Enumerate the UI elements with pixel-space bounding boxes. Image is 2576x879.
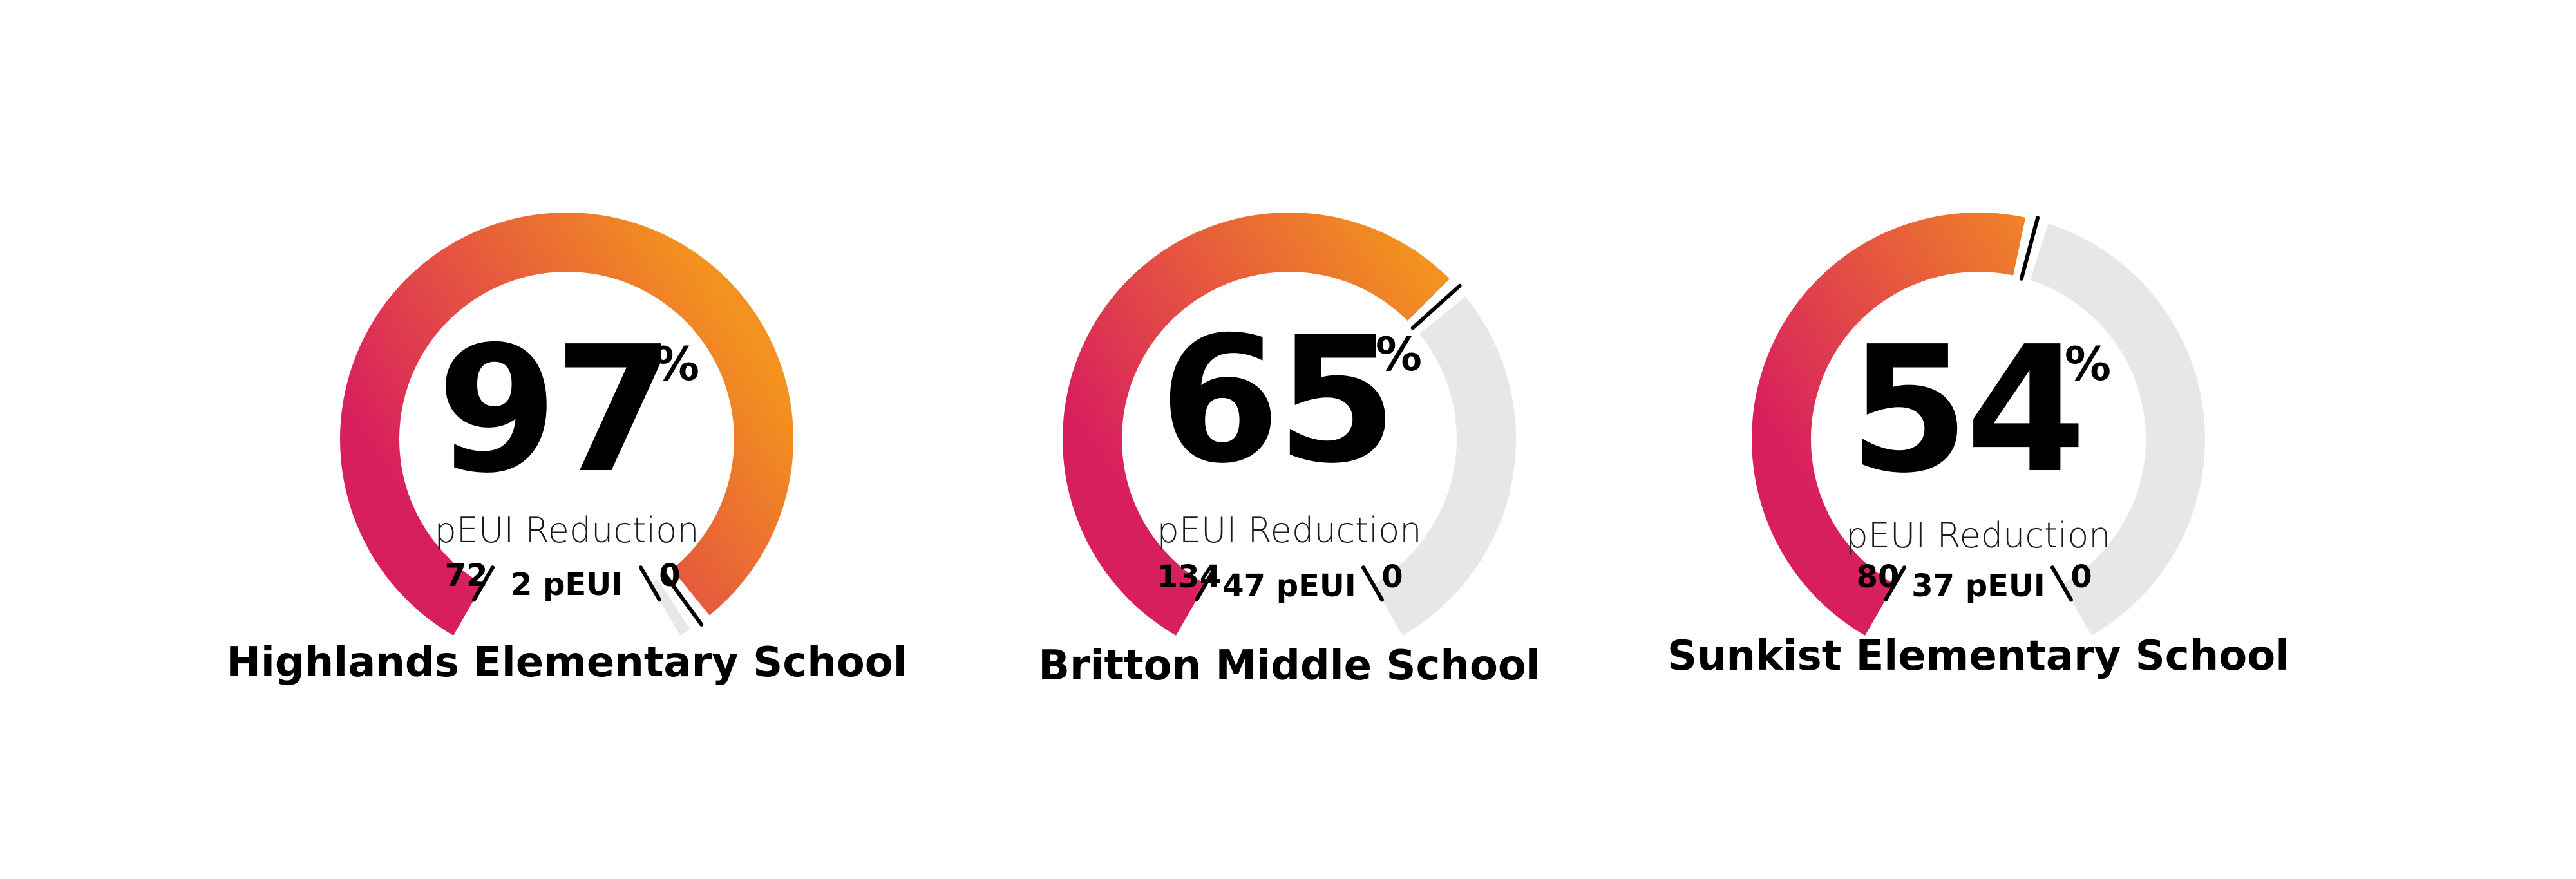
gauge-percent-sign: % [1376, 327, 1422, 381]
gauge-percent-value: 65 [1159, 299, 1394, 502]
gauge-range-start-label: 80 [1857, 559, 1900, 595]
gauge-school-name: Highlands Elementary School [226, 639, 907, 686]
gauge-value-marker [2019, 216, 2040, 281]
gauge-remaining-track [2030, 223, 2205, 636]
gauge-current-label: 47 pEUI [1222, 568, 1356, 604]
gauge-percent-value: 54 [1848, 308, 2083, 511]
gauge-percent-sign: % [2065, 337, 2111, 391]
gauge-start-tick [1884, 565, 1906, 602]
gauge-start-tick [1195, 565, 1217, 602]
gauge-current-label: 37 pEUI [1911, 568, 2045, 604]
gauge-school-name: Sunkist Elementary School [1667, 632, 2289, 680]
gauge-end-tick [2050, 565, 2073, 602]
gauge-percent-value: 97 [437, 308, 671, 511]
gauge-remaining-track [650, 580, 690, 636]
gauge-1: 97% pEUI Reduction 72 0 2 pEUI Highlands Elem… [226, 213, 907, 686]
gauge-percent-sign: % [653, 337, 699, 391]
gauge-start-tick [472, 565, 495, 602]
gauge-range-start-label: 72 [445, 558, 488, 594]
gauge-school-name: Britton Middle School [1038, 642, 1540, 690]
gauge-end-tick [639, 565, 661, 602]
gauge-2: 65% pEUI Reduction 134 0 47 pEUI Britton Midd… [1038, 212, 1540, 690]
gauge-remaining-track [1373, 296, 1517, 636]
gauge-metric-label: pEUI Reduction [435, 510, 699, 551]
gauge-current-label: 2 pEUI [511, 567, 623, 603]
gauge-end-tick [1361, 565, 1384, 602]
gauge-range-end-label: 0 [1381, 559, 1403, 595]
gauge-range-end-label: 0 [659, 558, 680, 594]
gauge-value-arc [1062, 212, 1450, 636]
gauges-group: 97% pEUI Reduction 72 0 2 pEUI Highlands Elem… [226, 212, 2289, 690]
gauge-range-end-label: 0 [2070, 559, 2092, 595]
gauge-range-start-label: 134 [1157, 559, 1221, 595]
gauge-value-marker [662, 571, 704, 627]
gauge-metric-label: pEUI Reduction [1157, 510, 1422, 551]
gauge-value-arc [1752, 212, 2026, 636]
gauge-value-marker [1410, 283, 1462, 330]
gauge-metric-label: pEUI Reduction [1846, 515, 2111, 556]
